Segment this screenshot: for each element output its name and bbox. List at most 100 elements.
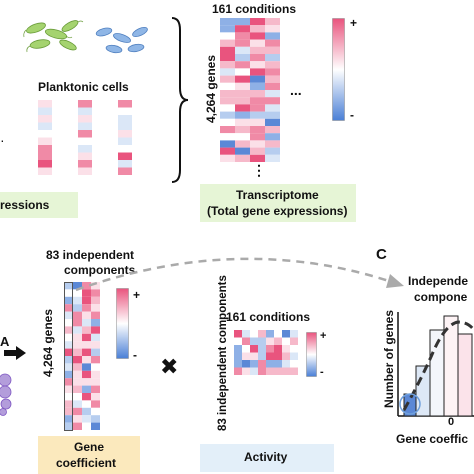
heatmap-cell [82, 422, 91, 430]
panel-c-xlabel: Gene coeffic [396, 432, 469, 446]
heatmap-cell [91, 407, 100, 416]
heatmap-cell [82, 378, 91, 386]
heatmap-cell [64, 400, 73, 408]
heatmap-cell [234, 330, 242, 338]
heatmap-cell [250, 90, 265, 98]
expression-strip-cell [38, 152, 52, 160]
expression-strip-cell [118, 130, 132, 138]
activity-components-label: 83 independent components [217, 275, 229, 431]
heatmap-cell [91, 422, 100, 430]
brain-icon [0, 373, 12, 416]
heatmap-cell [258, 360, 266, 368]
heatmap-cell [250, 32, 265, 40]
heatmap-cell [82, 407, 91, 416]
expression-strip-cell [118, 145, 132, 153]
heatmap-cell [220, 104, 235, 112]
heatmap-cell [282, 330, 290, 338]
heatmap-cell [73, 282, 82, 290]
dashed-arc-arrow [75, 257, 404, 292]
expression-strip-cell [78, 100, 92, 108]
heatmap-cell [265, 75, 280, 83]
heatmap-cell [91, 415, 100, 423]
heatmap-cell [220, 133, 235, 141]
heatmap-cell [265, 68, 280, 76]
heatmap-cell [265, 154, 280, 162]
highlight-circle [399, 393, 421, 415]
color-scale-top [332, 18, 345, 121]
heatmap-cell [82, 341, 91, 349]
heatmap-cell [220, 90, 235, 98]
genes-label-top: 4,264 genes [204, 54, 218, 124]
expression-strip-cell [118, 122, 132, 130]
heatmap-cell [220, 82, 235, 90]
expression-strip-cell [78, 107, 92, 115]
heatmap-cell [64, 296, 73, 305]
activity-label: Activity [244, 450, 288, 464]
heatmap-cell [234, 352, 242, 360]
heatmap-cell [64, 348, 73, 356]
heatmap-cell [64, 289, 73, 297]
expression-strip-cell [78, 167, 92, 175]
expression-strip-cell [78, 115, 92, 123]
expression-strip-cell [118, 100, 132, 108]
heatmap-cell [91, 363, 100, 371]
heatmap-cell [265, 133, 280, 141]
ellipsis-horizontal: ... [290, 82, 302, 98]
heatmap-cell [250, 345, 258, 353]
heatmap-cell [91, 289, 100, 297]
heatmap-cell [91, 333, 100, 342]
heatmap-cell [235, 39, 250, 47]
heatmap-cell [274, 360, 282, 368]
heatmap-cell [91, 356, 100, 364]
heatmap-cell [235, 97, 250, 105]
heatmap-cell [82, 333, 91, 342]
heatmap-cell [235, 46, 250, 54]
heatmap-cell [82, 319, 91, 327]
heatmap-cell [266, 330, 274, 338]
heatmap-cell [250, 154, 265, 162]
heatmap-cell [220, 61, 235, 69]
heatmap-cell [91, 311, 100, 319]
expression-strip-cell [78, 137, 92, 145]
heatmap-cell [250, 25, 265, 33]
scale-plus-mid: + [133, 288, 141, 302]
heatmap-cell [235, 154, 250, 162]
heatmap-cell [250, 352, 258, 360]
expression-strip-cell [38, 167, 52, 175]
heatmap-cell [220, 154, 235, 162]
heatmap-cell [265, 32, 280, 40]
heatmap-cell [82, 326, 91, 334]
color-scale-activity [306, 332, 317, 377]
expression-strip-cell [78, 152, 92, 160]
panel-c-title-line2: compone [414, 290, 468, 304]
heatmap-cell [258, 367, 266, 375]
expression-strip-cell [38, 115, 52, 123]
heatmap-cell [73, 356, 82, 364]
heatmap-cell [290, 352, 298, 360]
heatmap-cell [265, 97, 280, 105]
heatmap-cell [73, 326, 82, 334]
heatmap-cell [250, 54, 265, 62]
heatmap-cell [250, 82, 265, 90]
heatmap-cell [235, 90, 250, 98]
heatmap-cell [265, 126, 280, 134]
heatmap-cell [250, 111, 265, 119]
heatmap-cell [282, 367, 290, 375]
activity-heatmap [234, 330, 298, 375]
expression-strip-cell [118, 152, 132, 160]
scale-plus-top: + [350, 16, 358, 30]
heatmap-cell [282, 337, 290, 345]
scale-plus-activity: + [320, 330, 327, 342]
heatmap-cell [64, 393, 73, 401]
heatmap-cell [265, 147, 280, 155]
expression-strip-cell [118, 160, 132, 168]
expression-strip-cell [78, 122, 92, 130]
heatmap-cell [91, 319, 100, 327]
heatmap-cell [265, 140, 280, 148]
heatmap-cell [266, 337, 274, 345]
gene-coefficient-box [38, 436, 140, 474]
heatmap-cell [265, 104, 280, 112]
heatmap-cell [265, 61, 280, 69]
heatmap-cell [82, 356, 91, 364]
heatmap-cell [64, 415, 73, 423]
